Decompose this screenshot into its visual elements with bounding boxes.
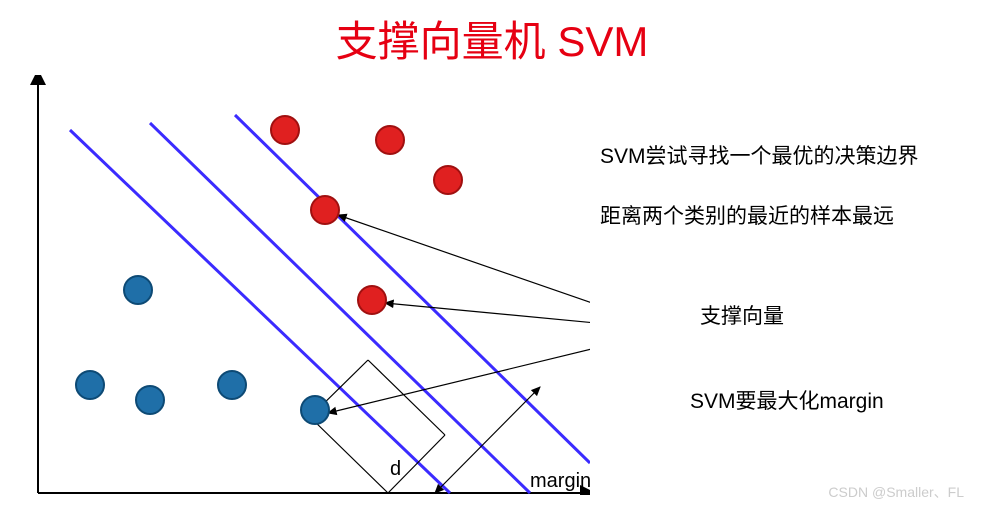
blue-point: [136, 386, 164, 414]
red-point-sv: [358, 286, 386, 314]
red-point: [271, 116, 299, 144]
blue-point: [124, 276, 152, 304]
margin-marker: [435, 387, 540, 493]
blue-point-sv: [301, 396, 329, 424]
margin-line: [70, 130, 450, 493]
watermark: CSDN @Smaller、FL: [828, 482, 964, 502]
red-point: [434, 166, 462, 194]
margin-label: margin: [530, 470, 590, 492]
margin-line: [235, 115, 590, 463]
svm-diagram: d margin: [30, 75, 590, 495]
blue-point: [218, 371, 246, 399]
margin-line: [150, 123, 530, 493]
sv-arrow: [328, 330, 590, 413]
blue-point: [76, 371, 104, 399]
red-points: [271, 116, 462, 314]
red-point-sv: [311, 196, 339, 224]
annotation-2: 距离两个类别的最近的样本最远: [600, 200, 894, 230]
blue-points: [76, 276, 329, 424]
title-text: 支撑向量机 SVM: [336, 18, 649, 65]
annotation-3: 支撑向量: [700, 300, 784, 330]
page-title: 支撑向量机 SVM: [336, 8, 649, 69]
annotation-4: SVM要最大化margin: [690, 385, 884, 415]
red-point: [376, 126, 404, 154]
annotation-1: SVM尝试寻找一个最优的决策边界: [600, 140, 919, 170]
sv-arrow: [385, 303, 590, 330]
d-label: d: [390, 458, 401, 480]
